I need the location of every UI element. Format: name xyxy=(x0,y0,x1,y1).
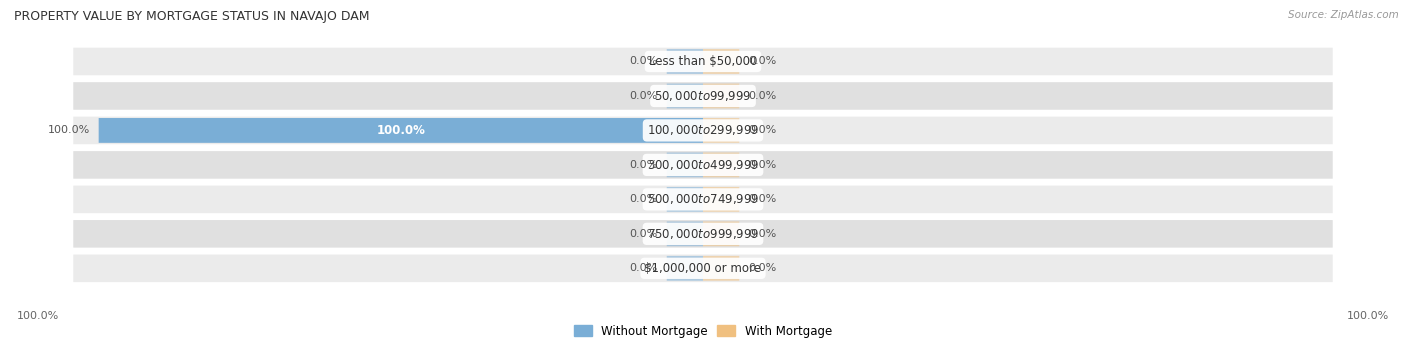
FancyBboxPatch shape xyxy=(703,187,740,212)
Text: 0.0%: 0.0% xyxy=(630,194,658,204)
Text: 0.0%: 0.0% xyxy=(630,91,658,101)
FancyBboxPatch shape xyxy=(703,49,740,74)
Text: 0.0%: 0.0% xyxy=(748,56,776,67)
FancyBboxPatch shape xyxy=(703,152,740,177)
Legend: Without Mortgage, With Mortgage: Without Mortgage, With Mortgage xyxy=(574,325,832,338)
Text: 0.0%: 0.0% xyxy=(630,229,658,239)
Text: 0.0%: 0.0% xyxy=(748,194,776,204)
FancyBboxPatch shape xyxy=(666,84,703,108)
FancyBboxPatch shape xyxy=(703,221,740,246)
Text: Source: ZipAtlas.com: Source: ZipAtlas.com xyxy=(1288,10,1399,20)
Text: 100.0%: 100.0% xyxy=(48,125,90,135)
Text: $750,000 to $999,999: $750,000 to $999,999 xyxy=(647,227,759,241)
Text: 100.0%: 100.0% xyxy=(1347,311,1389,321)
FancyBboxPatch shape xyxy=(703,256,740,281)
Text: $50,000 to $99,999: $50,000 to $99,999 xyxy=(654,89,752,103)
FancyBboxPatch shape xyxy=(73,186,1333,213)
Text: 100.0%: 100.0% xyxy=(377,124,425,137)
FancyBboxPatch shape xyxy=(73,117,1333,144)
Text: 0.0%: 0.0% xyxy=(748,91,776,101)
Text: PROPERTY VALUE BY MORTGAGE STATUS IN NAVAJO DAM: PROPERTY VALUE BY MORTGAGE STATUS IN NAV… xyxy=(14,10,370,23)
Text: 0.0%: 0.0% xyxy=(748,229,776,239)
Text: 0.0%: 0.0% xyxy=(630,160,658,170)
Text: $300,000 to $499,999: $300,000 to $499,999 xyxy=(647,158,759,172)
Text: 0.0%: 0.0% xyxy=(748,263,776,273)
Text: $1,000,000 or more: $1,000,000 or more xyxy=(644,262,762,275)
FancyBboxPatch shape xyxy=(73,220,1333,248)
Text: 100.0%: 100.0% xyxy=(17,311,59,321)
Text: Less than $50,000: Less than $50,000 xyxy=(648,55,758,68)
FancyBboxPatch shape xyxy=(666,49,703,74)
FancyBboxPatch shape xyxy=(666,256,703,281)
FancyBboxPatch shape xyxy=(73,48,1333,75)
FancyBboxPatch shape xyxy=(666,187,703,212)
FancyBboxPatch shape xyxy=(666,221,703,246)
Text: 0.0%: 0.0% xyxy=(748,160,776,170)
FancyBboxPatch shape xyxy=(666,152,703,177)
FancyBboxPatch shape xyxy=(73,151,1333,179)
FancyBboxPatch shape xyxy=(73,82,1333,110)
Text: 0.0%: 0.0% xyxy=(630,263,658,273)
Text: 0.0%: 0.0% xyxy=(748,125,776,135)
FancyBboxPatch shape xyxy=(98,118,703,143)
FancyBboxPatch shape xyxy=(73,255,1333,282)
FancyBboxPatch shape xyxy=(703,84,740,108)
Text: 0.0%: 0.0% xyxy=(630,56,658,67)
FancyBboxPatch shape xyxy=(703,118,740,143)
Text: $500,000 to $749,999: $500,000 to $749,999 xyxy=(647,192,759,206)
Text: $100,000 to $299,999: $100,000 to $299,999 xyxy=(647,123,759,137)
